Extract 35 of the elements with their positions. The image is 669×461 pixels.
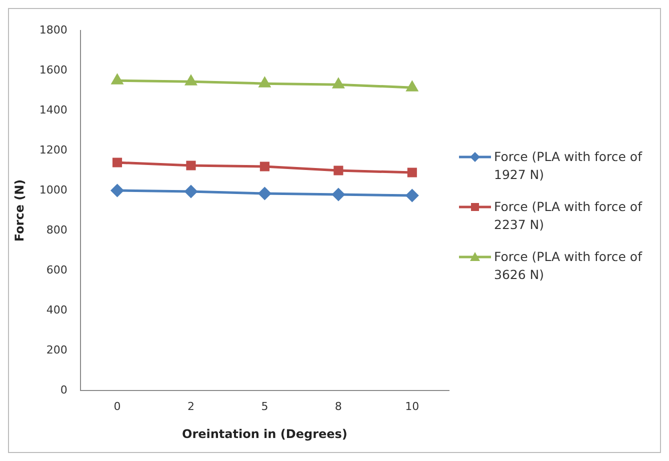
point bbox=[112, 74, 123, 84]
y-tick-label: 1200 bbox=[39, 142, 68, 156]
y-tick-label: 1400 bbox=[39, 102, 68, 116]
x-axis-title: Oreintation in (Degrees) bbox=[182, 426, 348, 440]
point bbox=[184, 184, 198, 198]
x-tick-label: 2 bbox=[187, 399, 194, 412]
x-tick-label: 10 bbox=[405, 399, 420, 412]
legend-label: Force (PLA with force of 1927 N) bbox=[494, 148, 644, 184]
point bbox=[406, 188, 418, 202]
point bbox=[259, 76, 270, 87]
y-tick-label: 1600 bbox=[39, 62, 68, 76]
y-tick-label: 400 bbox=[46, 302, 68, 316]
point bbox=[258, 186, 271, 200]
point bbox=[334, 165, 344, 175]
y-tick-label: 800 bbox=[46, 222, 68, 236]
legend-label: Force (PLA with force of 2237 N) bbox=[494, 198, 644, 234]
point bbox=[185, 74, 197, 85]
y-tick-label: 200 bbox=[46, 342, 68, 356]
point bbox=[332, 188, 345, 200]
x-tick-label: 5 bbox=[261, 399, 268, 412]
point bbox=[111, 184, 124, 196]
point bbox=[186, 160, 196, 170]
point bbox=[260, 161, 270, 171]
point bbox=[406, 80, 418, 91]
legend-label: Force (PLA with force of 3626 N) bbox=[494, 248, 644, 284]
point bbox=[407, 167, 417, 177]
y-tick-label: 1800 bbox=[39, 22, 68, 36]
y-tick-label: 0 bbox=[60, 382, 68, 396]
y-tick-label: 600 bbox=[46, 262, 68, 276]
x-tick-label: 0 bbox=[114, 399, 121, 412]
x-tick-label: 8 bbox=[334, 399, 342, 412]
point bbox=[112, 157, 122, 167]
point bbox=[332, 78, 344, 88]
y-axis-title: Force (N) bbox=[12, 178, 26, 242]
y-tick-label: 1000 bbox=[39, 182, 68, 196]
